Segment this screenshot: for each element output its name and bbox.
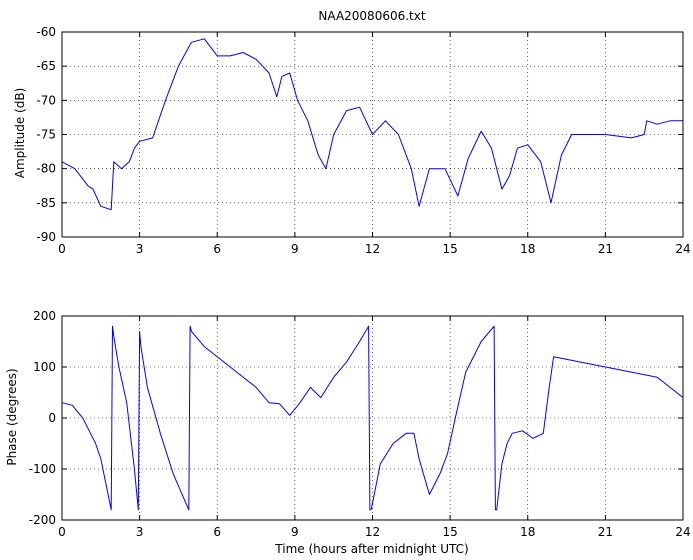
- amplitude-y-tick-label: -90: [36, 230, 56, 244]
- amplitude-x-tick-label: 24: [675, 242, 690, 256]
- amplitude-y-tick-label: -80: [36, 162, 56, 176]
- amplitude-series-line: [61, 38, 683, 211]
- phase-x-tick-label: 3: [136, 525, 144, 539]
- amplitude-plot-title: NAA20080606.txt: [318, 9, 425, 23]
- amplitude-y-axis-label: Amplitude (dB): [13, 88, 27, 179]
- amplitude-plot: NAA20080606.txt 0 3 6 9 12 15 18 21 24 -60 -65 -70 -…: [13, 9, 691, 256]
- amplitude-y-tick-label: -65: [36, 59, 56, 73]
- phase-y-tick-label: -200: [29, 513, 56, 527]
- phase-x-tick-label: 6: [213, 525, 221, 539]
- amplitude-x-tick-label: 15: [442, 242, 457, 256]
- phase-x-tick-label: 24: [675, 525, 690, 539]
- amplitude-y-tick-label: -85: [36, 196, 56, 210]
- phase-ticks: 0 3 6 9 12 15 18 21 24 200 100 0 -100 -200: [29, 309, 691, 539]
- phase-x-tick-label: 0: [58, 525, 66, 539]
- amplitude-y-tick-label: -70: [36, 93, 56, 107]
- phase-x-tick-label: 9: [291, 525, 299, 539]
- amplitude-x-tick-label: 18: [520, 242, 535, 256]
- phase-series-line: [61, 325, 684, 511]
- phase-series: [61, 325, 684, 511]
- time-x-axis-label: Time (hours after midnight UTC): [274, 542, 468, 556]
- phase-y-tick-label: -100: [29, 462, 56, 476]
- amplitude-x-tick-label: 9: [291, 242, 299, 256]
- phase-x-tick-label: 12: [365, 525, 380, 539]
- phase-y-tick-label: 100: [33, 360, 56, 374]
- phase-y-axis-label: Phase (degrees): [5, 368, 19, 465]
- amplitude-y-tick-label: -60: [36, 25, 56, 39]
- amplitude-axes-frame: [61, 31, 684, 238]
- phase-x-tick-label: 15: [442, 525, 457, 539]
- amplitude-x-tick-label: 12: [365, 242, 380, 256]
- amplitude-x-tick-label: 0: [58, 242, 66, 256]
- phase-axes-frame: [61, 315, 684, 521]
- amplitude-y-tick-label: -75: [36, 128, 56, 142]
- phase-y-tick-label: 200: [33, 309, 56, 323]
- phase-x-tick-label: 18: [520, 525, 535, 539]
- phase-plot: 0 3 6 9 12 15 18 21 24 200 100 0 -100 -200 Phase (deg…: [5, 309, 691, 556]
- amplitude-ticks: 0 3 6 9 12 15 18 21 24 -60 -65 -70 -75 -80 -85 -90: [36, 25, 690, 256]
- phase-x-tick-label: 21: [598, 525, 613, 539]
- amplitude-x-tick-label: 3: [136, 242, 144, 256]
- phase-y-tick-label: 0: [48, 411, 56, 425]
- amplitude-series: [61, 38, 683, 211]
- amplitude-x-tick-label: 21: [598, 242, 613, 256]
- amplitude-x-tick-label: 6: [213, 242, 221, 256]
